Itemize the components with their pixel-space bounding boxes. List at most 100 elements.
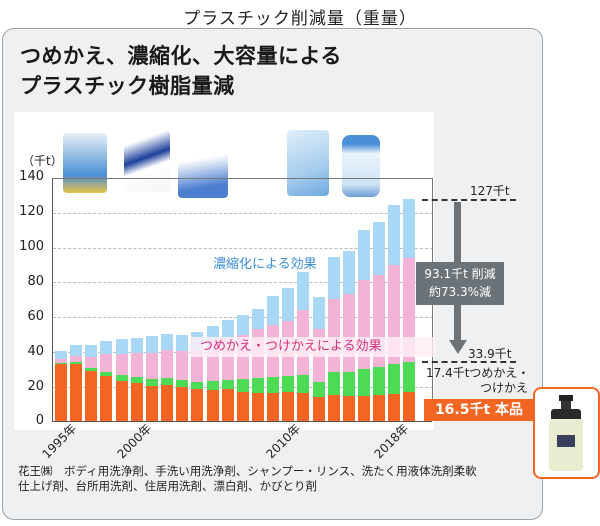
footnote-line-2: 仕上げ剤、台所用洗剤、住居用洗剤、漂白剤、かびとり剤 <box>18 479 317 493</box>
bar-1999 <box>115 339 128 421</box>
bar-segment <box>373 221 386 276</box>
footnote-line-1: 花王㈱ ボディ用洗浄剤、手洗い用洗浄剤、シャンプー・リンス、洗たく用液体洗剤柔軟 <box>18 464 477 478</box>
bar-segment <box>297 374 310 394</box>
refill-amount-label-2: つけかえ <box>480 381 529 395</box>
bar-segment <box>297 272 310 311</box>
bar-segment <box>403 361 416 393</box>
bar-2003 <box>176 335 189 421</box>
bar-segment <box>176 335 189 351</box>
bar-2001 <box>145 336 158 421</box>
bar-segment <box>100 340 113 354</box>
bar-segment <box>342 293 355 372</box>
bar-2016 <box>373 221 386 421</box>
bar-segment <box>267 296 280 325</box>
product-bottle-card <box>533 387 600 479</box>
bar-segment <box>206 390 219 421</box>
gridline <box>53 213 433 214</box>
arrow-down-icon <box>449 340 467 354</box>
bar-segment <box>388 204 401 266</box>
bar-segment <box>312 296 325 329</box>
y-tick: 40 <box>27 344 44 359</box>
headline-line-2: プラスチック樹脂量減 <box>20 74 235 98</box>
gridline <box>53 282 433 283</box>
bar-2008 <box>251 309 264 421</box>
bar-segment <box>358 369 370 396</box>
bar-segment <box>221 380 234 390</box>
chart-top-border <box>52 178 432 179</box>
bar-segment <box>176 380 189 388</box>
bar-1996 <box>70 345 83 421</box>
bar-segment <box>403 198 416 259</box>
pump-bottle-icon <box>549 395 583 471</box>
bar-segment <box>161 333 174 350</box>
y-tick: 60 <box>27 309 44 324</box>
concentration-effect-label: 濃縮化による効果 <box>213 257 317 272</box>
bar-segment <box>251 377 264 393</box>
bar-segment <box>70 345 83 357</box>
product-bottle-icon <box>342 135 380 197</box>
total-dashed-line <box>422 199 516 201</box>
bar-2006 <box>221 319 234 421</box>
bar-2000 <box>130 337 143 421</box>
y-tick: 140 <box>19 169 44 184</box>
bar-segment <box>176 350 189 381</box>
bar-segment <box>115 380 128 421</box>
bar-segment <box>297 393 310 421</box>
bar-2018 <box>403 198 416 421</box>
y-tick: 0 <box>35 413 44 428</box>
y-tick: 80 <box>27 274 44 289</box>
bar-segment <box>236 391 249 421</box>
bar-segment <box>221 319 234 340</box>
bar-2007 <box>236 314 249 421</box>
bar-segment <box>342 371 355 397</box>
y-axis <box>52 178 53 421</box>
footnote: 花王㈱ ボディ用洗浄剤、手洗い用洗浄剤、シャンプー・リンス、洗たく用液体洗剤柔軟… <box>18 464 538 494</box>
bar-segment <box>358 229 370 280</box>
bar-segment <box>327 299 340 372</box>
bar-segment <box>236 379 249 392</box>
bar-segment <box>85 370 98 421</box>
bar-segment <box>342 396 355 421</box>
bar-segment <box>130 377 143 384</box>
bar-segment <box>176 387 189 421</box>
bar-segment <box>145 378 158 386</box>
bar-segment <box>312 397 325 421</box>
bar-2011 <box>297 272 310 421</box>
bar-segment <box>161 385 174 421</box>
bar-segment <box>282 391 295 421</box>
bar-segment <box>55 359 67 363</box>
bar-2017 <box>388 204 401 421</box>
y-axis-unit: （千t） <box>22 154 63 168</box>
total-2018-label: 127千t <box>470 184 510 198</box>
headline: つめかえ、濃縮化、大容量による プラスチック樹脂量減 <box>20 41 342 101</box>
reduction-amount: 93.1千t 削減 <box>424 267 496 281</box>
bar-segment <box>70 362 83 364</box>
product-pouch-icon <box>287 130 329 196</box>
bar-1995 <box>55 350 67 421</box>
refill-amount-label: 17.4千tつめかえ・ <box>426 366 530 380</box>
bar-segment <box>251 392 264 421</box>
bar-segment <box>70 363 83 421</box>
bar-segment <box>145 352 158 379</box>
product-pouch-icon <box>124 130 170 192</box>
bar-segment <box>206 381 219 391</box>
bar-segment <box>70 356 83 363</box>
product-pouch-icon <box>178 133 228 198</box>
bar-segment <box>327 395 340 421</box>
bar-segment <box>267 392 280 421</box>
bar-segment <box>267 377 280 393</box>
bar-segment <box>100 353 113 372</box>
bar-segment <box>115 353 128 375</box>
bar-segment <box>206 326 219 341</box>
bar-segment <box>85 345 98 357</box>
bar-segment <box>221 389 234 421</box>
bar-segment <box>373 394 386 421</box>
bar-segment <box>115 374 128 381</box>
y-tick: 20 <box>27 379 44 394</box>
bar-segment <box>327 257 340 300</box>
bar-2015 <box>358 229 370 421</box>
bar-segment <box>358 395 370 421</box>
bar-segment <box>100 371 113 377</box>
reduction-box: 93.1千t 削減 約73.3%減 <box>416 262 504 305</box>
bar-segment <box>130 383 143 421</box>
